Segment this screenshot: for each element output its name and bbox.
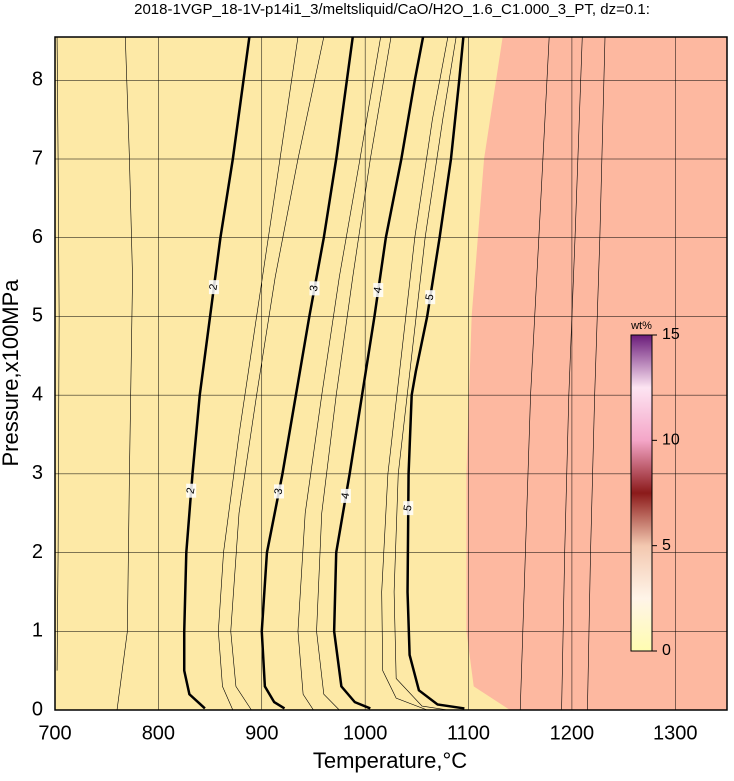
x-tick-label: 900: [245, 722, 278, 744]
contour-label-bg: [186, 483, 197, 498]
contour-label-bg: [309, 281, 320, 296]
colorbar-tick-label: 5: [662, 537, 671, 554]
y-tick-label: 7: [32, 147, 43, 169]
contour-label-bg: [373, 283, 384, 298]
plot-frame: [54, 36, 728, 711]
contour-label: 5: [424, 293, 437, 301]
contour-line: [182, 37, 251, 710]
x-tick-label: 1100: [447, 722, 490, 744]
thin-contour: [116, 37, 133, 710]
colorbar-tick-label: 15: [662, 326, 680, 343]
contour-label-bg: [425, 290, 436, 305]
y-tick-label: 2: [32, 541, 43, 563]
x-tick-label: 1000: [343, 722, 388, 744]
contour-line: [260, 37, 354, 710]
thin-contour: [218, 37, 299, 710]
x-tick-label: 1200: [550, 722, 595, 744]
x-tick-label: 1300: [653, 722, 698, 744]
contour-label-bg: [273, 484, 284, 499]
contour-label: 4: [372, 286, 385, 294]
plot-area: 2 2 3 3 4 4 5 5: [55, 37, 727, 710]
contour-label: 4: [339, 492, 352, 500]
y-tick-label: 5: [32, 305, 43, 327]
y-tick-label: 0: [32, 698, 43, 720]
contour-label-bg: [340, 488, 351, 503]
contour-label: 5: [402, 504, 415, 512]
x-tick-label: 700: [38, 722, 71, 744]
thin-contour: [230, 37, 325, 710]
y-tick-label: 1: [32, 620, 43, 642]
y-axis-label: Pressure,x100MPa: [0, 279, 23, 467]
contour-label: 3: [272, 487, 285, 495]
y-tick-label: 3: [32, 462, 43, 484]
contour-label: 3: [308, 284, 321, 292]
contour-label: 2: [207, 283, 220, 291]
contour-line: [332, 37, 425, 710]
contour-label: 2: [185, 487, 198, 495]
y-tick-label: 8: [32, 69, 43, 91]
region: [466, 37, 727, 710]
x-axis-label: Temperature,°C: [313, 748, 467, 773]
contour-label-bg: [403, 501, 414, 516]
colorbar-tick-label: 0: [662, 642, 671, 659]
y-tick-label: 4: [32, 383, 43, 405]
chart-title: 2018-1VGP_18-1V-p14i1_3/meltsliquid/CaO/…: [134, 1, 650, 18]
thin-contour: [316, 37, 392, 710]
x-tick-label: 800: [142, 722, 175, 744]
thin-contour: [297, 37, 381, 710]
colorbar-tick-label: 10: [662, 432, 680, 449]
y-tick-label: 6: [32, 226, 43, 248]
colorbar-label: wt%: [630, 320, 652, 332]
contour-label-bg: [208, 280, 219, 295]
contour-line: [406, 37, 465, 710]
colorbar: [630, 334, 653, 652]
